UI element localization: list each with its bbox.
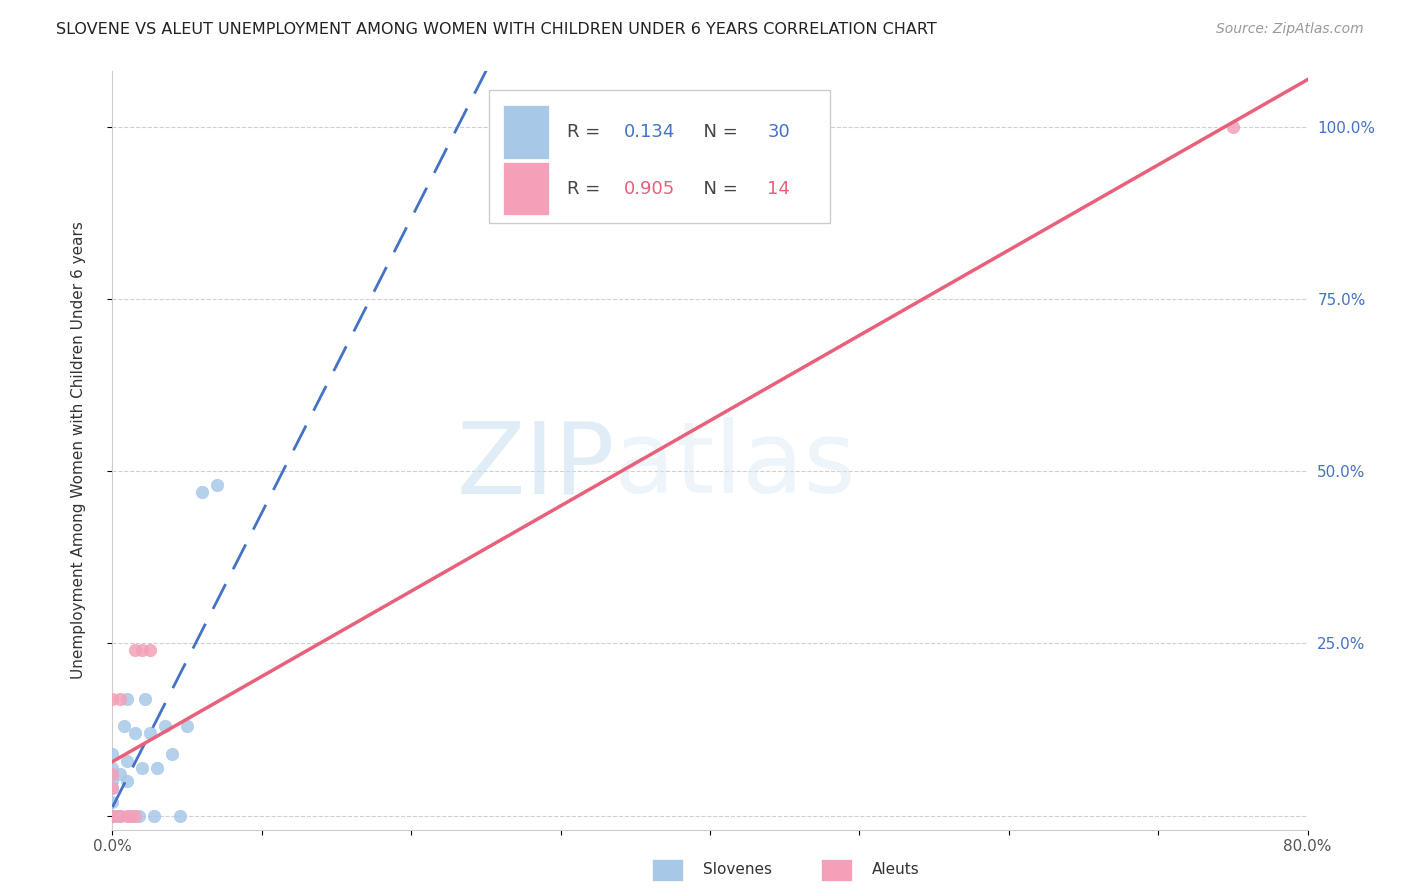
Point: [101, 691, 124, 706]
Point: [162, 747, 183, 761]
Point: [108, 809, 131, 823]
Point: [176, 719, 198, 733]
Point: [117, 774, 139, 789]
Point: [101, 809, 124, 823]
Text: 30: 30: [768, 123, 790, 141]
Point: [121, 809, 143, 823]
Text: N =: N =: [692, 123, 744, 141]
Point: [101, 760, 124, 774]
Point: [124, 643, 146, 657]
Point: [146, 760, 169, 774]
FancyBboxPatch shape: [503, 162, 548, 216]
Point: [101, 774, 124, 789]
Point: [131, 643, 153, 657]
FancyBboxPatch shape: [503, 105, 548, 159]
Point: [143, 809, 166, 823]
Point: [131, 760, 153, 774]
Point: [114, 719, 135, 733]
Point: [101, 767, 124, 781]
Point: [124, 726, 146, 740]
Point: [128, 809, 150, 823]
Point: [101, 809, 124, 823]
Point: [101, 809, 124, 823]
Point: [205, 478, 228, 492]
Point: [134, 691, 156, 706]
Point: [108, 809, 131, 823]
Point: [139, 726, 162, 740]
Text: Aleuts: Aleuts: [872, 863, 920, 877]
Text: 14: 14: [768, 180, 790, 198]
Text: Slovenes: Slovenes: [703, 863, 772, 877]
Point: [117, 691, 139, 706]
Point: [120, 809, 142, 823]
Point: [124, 809, 146, 823]
FancyBboxPatch shape: [489, 90, 830, 223]
Point: [101, 781, 124, 796]
Point: [108, 691, 131, 706]
Text: atlas: atlas: [614, 417, 856, 514]
Text: ZIP: ZIP: [456, 417, 614, 514]
Text: N =: N =: [692, 180, 744, 198]
Point: [101, 747, 124, 761]
Text: R =: R =: [567, 180, 606, 198]
Point: [101, 809, 124, 823]
Text: SLOVENE VS ALEUT UNEMPLOYMENT AMONG WOMEN WITH CHILDREN UNDER 6 YEARS CORRELATIO: SLOVENE VS ALEUT UNEMPLOYMENT AMONG WOME…: [56, 22, 936, 37]
Point: [117, 754, 139, 768]
Text: 0.905: 0.905: [624, 180, 675, 198]
Y-axis label: Unemployment Among Women with Children Under 6 years: Unemployment Among Women with Children U…: [72, 221, 86, 680]
Text: R =: R =: [567, 123, 606, 141]
Point: [153, 719, 176, 733]
Text: Source: ZipAtlas.com: Source: ZipAtlas.com: [1216, 22, 1364, 37]
Point: [101, 795, 124, 809]
Point: [1222, 120, 1244, 134]
Point: [191, 484, 214, 499]
Point: [101, 809, 124, 823]
Text: 0.134: 0.134: [624, 123, 675, 141]
Point: [101, 809, 124, 823]
Point: [101, 781, 124, 796]
Point: [117, 809, 139, 823]
Point: [169, 809, 191, 823]
Point: [108, 767, 131, 781]
Point: [139, 643, 162, 657]
Point: [105, 809, 128, 823]
